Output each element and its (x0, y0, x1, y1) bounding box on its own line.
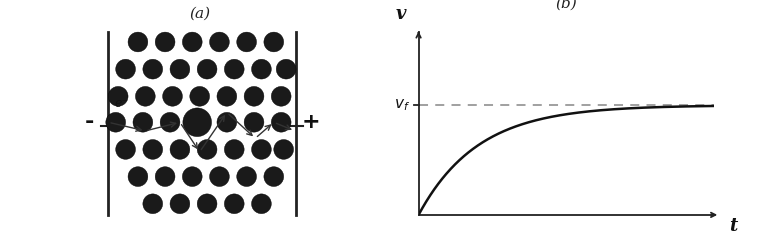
Circle shape (108, 86, 128, 106)
Circle shape (224, 194, 244, 214)
Text: +: + (302, 112, 320, 132)
Circle shape (128, 167, 147, 186)
Circle shape (244, 112, 264, 132)
Circle shape (182, 167, 202, 186)
Circle shape (276, 59, 296, 79)
Circle shape (217, 86, 237, 106)
Text: (a): (a) (189, 6, 210, 20)
Circle shape (264, 32, 283, 52)
Circle shape (252, 140, 271, 159)
Circle shape (210, 32, 230, 52)
Circle shape (155, 167, 175, 186)
Circle shape (143, 194, 163, 214)
Text: -: - (85, 112, 94, 132)
Circle shape (128, 32, 147, 52)
Circle shape (183, 108, 211, 137)
Circle shape (197, 59, 217, 79)
Circle shape (197, 140, 217, 159)
Circle shape (197, 194, 217, 214)
Text: e⁻: e⁻ (114, 97, 128, 110)
Circle shape (143, 59, 163, 79)
Circle shape (224, 140, 244, 159)
Text: (b): (b) (555, 0, 578, 10)
Circle shape (106, 112, 126, 132)
Circle shape (273, 140, 293, 159)
Circle shape (143, 140, 163, 159)
Text: v: v (396, 5, 406, 23)
Circle shape (244, 86, 264, 106)
Circle shape (182, 32, 202, 52)
Circle shape (252, 194, 271, 214)
Circle shape (170, 59, 190, 79)
Text: t: t (729, 217, 737, 235)
Circle shape (271, 86, 291, 106)
Circle shape (170, 140, 190, 159)
Circle shape (163, 86, 182, 106)
Circle shape (116, 140, 135, 159)
Circle shape (190, 86, 210, 106)
Circle shape (170, 194, 190, 214)
Circle shape (252, 59, 271, 79)
Circle shape (264, 167, 283, 186)
Circle shape (217, 112, 237, 132)
Circle shape (210, 167, 230, 186)
Circle shape (271, 112, 291, 132)
Circle shape (135, 86, 155, 106)
Circle shape (237, 167, 257, 186)
Circle shape (116, 59, 135, 79)
Circle shape (155, 32, 175, 52)
Circle shape (133, 112, 153, 132)
Circle shape (224, 59, 244, 79)
Text: $v_f$: $v_f$ (393, 97, 409, 113)
Circle shape (161, 112, 180, 132)
Circle shape (237, 32, 257, 52)
